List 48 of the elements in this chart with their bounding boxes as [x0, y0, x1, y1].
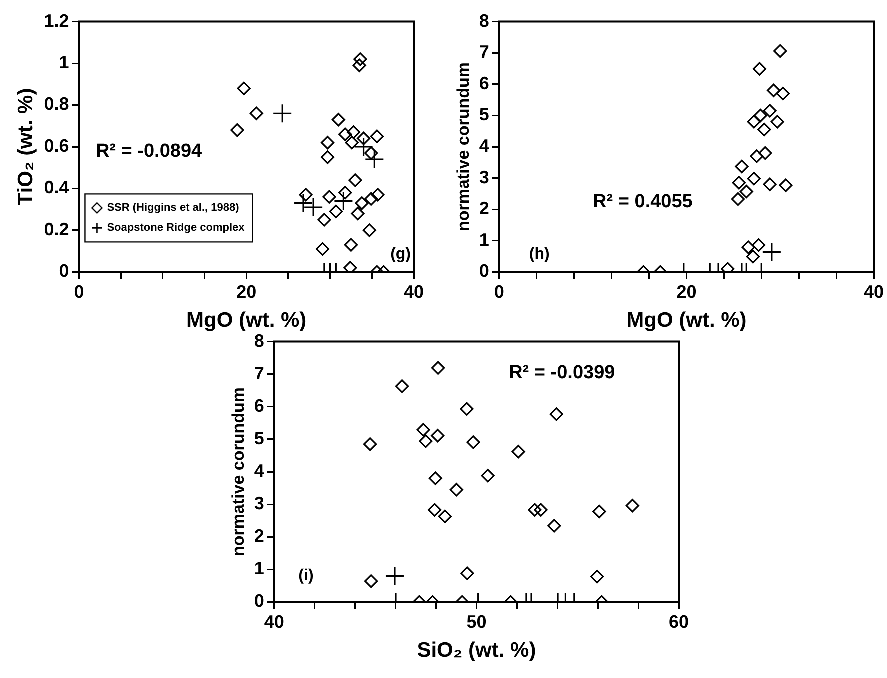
y-tick-label: 1.2 — [44, 10, 70, 31]
y-tick-label: 6 — [479, 73, 490, 94]
y-axis-title: normative corundum — [228, 387, 248, 557]
y-tick-label: 7 — [479, 42, 490, 62]
y-axis-title: TiO₂ (wt. %) — [14, 88, 38, 206]
x-axis-title: SiO₂ (wt. %) — [417, 639, 536, 662]
y-tick-label: 5 — [254, 428, 264, 448]
y-tick-label: 8 — [254, 330, 264, 351]
x-tick-label: 40 — [264, 612, 284, 632]
y-axis-title: normative corundum — [454, 62, 473, 232]
y-tick-label: 3 — [479, 167, 490, 188]
x-tick-label: 40 — [404, 282, 424, 302]
annotation: (h) — [529, 246, 550, 264]
y-tick-label: 4 — [479, 136, 490, 156]
y-tick-label: 6 — [254, 396, 264, 416]
annotation: (i) — [298, 568, 314, 585]
legend-label: SSR (Higgins et al., 1988) — [107, 202, 240, 214]
y-tick-label: 1 — [254, 558, 264, 579]
x-tick-label: 20 — [676, 282, 697, 302]
y-tick-label: 0.6 — [44, 136, 70, 156]
y-tick-label: 0 — [479, 261, 490, 282]
y-tick-label: 0.4 — [44, 178, 70, 198]
y-tick-label: 0 — [254, 591, 264, 612]
y-tick-label: 2 — [479, 198, 490, 219]
x-tick-label: 20 — [236, 282, 257, 302]
x-tick-label: 0 — [74, 282, 84, 302]
x-tick-label: 50 — [466, 612, 487, 632]
annotation: R² = 0.4055 — [593, 191, 694, 212]
annotation: (g) — [390, 246, 412, 264]
y-tick-label: 0.8 — [44, 94, 70, 114]
y-tick-label: 0 — [59, 261, 70, 282]
y-tick-label: 3 — [254, 494, 264, 514]
annotation: R² = -0.0894 — [96, 141, 203, 162]
annotation: R² = -0.0399 — [509, 362, 616, 384]
y-tick-label: 2 — [254, 526, 264, 546]
y-tick-label: 0.2 — [44, 219, 70, 240]
x-axis-title: MgO (wt. %) — [626, 309, 747, 332]
y-tick-label: 4 — [254, 460, 264, 481]
x-tick-label: 0 — [494, 282, 504, 302]
y-tick-label: 7 — [254, 363, 264, 384]
legend-label: Soapstone Ridge complex — [107, 222, 246, 234]
x-axis-title: MgO (wt. %) — [186, 309, 307, 332]
y-tick-label: 1 — [59, 52, 70, 72]
y-tick-label: 8 — [479, 10, 490, 31]
y-tick-label: 5 — [479, 104, 490, 125]
x-tick-label: 60 — [668, 612, 690, 632]
x-tick-label: 40 — [864, 282, 884, 302]
y-tick-label: 1 — [479, 230, 490, 250]
